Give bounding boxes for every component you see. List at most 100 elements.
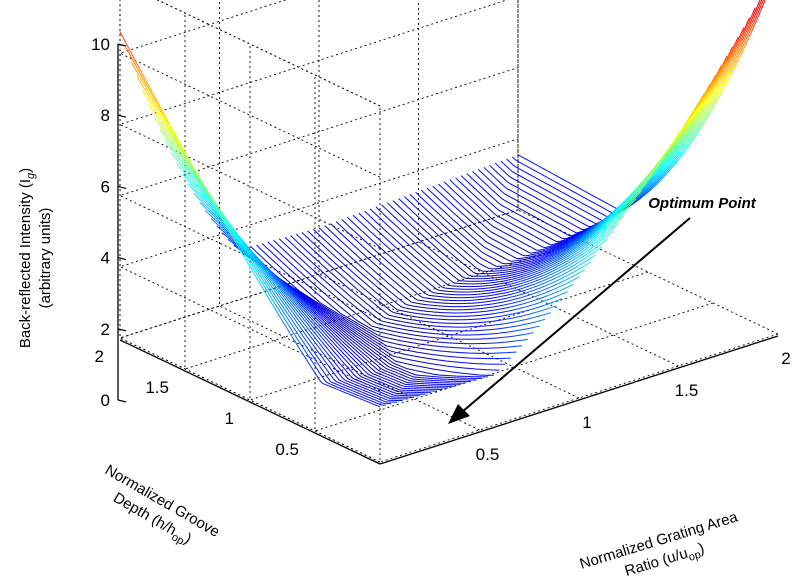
surface-segment <box>379 295 384 299</box>
surface-segment <box>338 246 343 250</box>
surface-segment <box>531 263 535 265</box>
surface-segment <box>570 236 575 239</box>
surface-segment <box>512 305 516 307</box>
surface-segment <box>592 239 596 243</box>
surface-segment <box>559 248 564 251</box>
surface-segment <box>412 369 416 372</box>
surface-segment <box>382 284 386 288</box>
surface-segment <box>509 299 513 302</box>
surface-segment <box>343 322 347 326</box>
surface-segment <box>541 200 545 203</box>
surface-segment <box>339 299 344 303</box>
surface-segment <box>310 294 315 298</box>
surface-segment <box>380 339 384 342</box>
surface-segment <box>708 110 713 116</box>
surface-segment <box>395 356 399 358</box>
surface-segment <box>287 253 292 257</box>
surface-segment <box>717 72 722 79</box>
surface-segment <box>281 248 286 252</box>
surface-segment <box>615 212 619 216</box>
surface-segment <box>554 251 558 254</box>
surface-segment <box>571 239 575 243</box>
surface-segment <box>656 180 660 185</box>
surface-segment <box>261 250 266 254</box>
surface-segment <box>555 279 559 282</box>
surface-segment <box>737 33 742 41</box>
surface-segment <box>543 278 548 281</box>
surface-segment <box>697 108 702 115</box>
surface-segment <box>754 8 759 16</box>
surface-segment <box>577 238 581 242</box>
surface-segment <box>376 286 381 290</box>
surface-segment <box>597 224 602 228</box>
surface-segment <box>343 326 347 330</box>
surface-segment <box>575 256 579 260</box>
surface-segment <box>346 326 350 330</box>
surface-segment <box>553 248 558 251</box>
surface-segment <box>449 187 454 191</box>
surface-segment <box>556 247 561 251</box>
surface-segment <box>305 301 310 305</box>
surface-segment <box>284 243 289 248</box>
surface-segment <box>552 269 556 272</box>
surface-segment <box>467 274 472 277</box>
surface-segment <box>532 283 536 286</box>
surface-segment <box>584 190 588 194</box>
surface-segment <box>394 316 398 318</box>
surface-segment <box>565 241 569 244</box>
surface-segment <box>389 205 394 209</box>
surface-segment <box>396 269 400 273</box>
surface-segment <box>383 363 388 367</box>
surface-segment <box>404 240 409 244</box>
surface-segment <box>549 171 553 175</box>
surface-segment <box>570 237 575 241</box>
surface-segment <box>563 250 567 253</box>
surface-segment <box>558 274 562 278</box>
surface-segment <box>529 296 533 299</box>
surface-segment <box>302 295 307 299</box>
surface-segment <box>697 104 702 110</box>
surface-segment <box>611 211 616 215</box>
surface-segment <box>276 256 280 261</box>
surface-segment <box>546 263 550 267</box>
surface-segment <box>560 262 565 265</box>
surface-segment <box>588 232 593 235</box>
surface-segment <box>691 114 696 120</box>
surface-segment <box>523 295 528 298</box>
surface-segment <box>305 296 309 300</box>
surface-segment <box>717 74 722 81</box>
surface-segment <box>352 337 356 341</box>
surface-segment <box>506 201 511 204</box>
surface-segment <box>412 233 417 238</box>
surface-segment <box>350 290 355 294</box>
surface-segment <box>444 261 449 266</box>
surface-segment <box>555 286 560 289</box>
surface-segment <box>588 230 593 234</box>
surface-segment <box>569 272 574 275</box>
surface-segment <box>403 196 408 200</box>
surface-segment <box>554 249 558 252</box>
surface-segment <box>444 254 449 259</box>
surface-segment <box>430 368 434 370</box>
surface-segment <box>336 284 341 288</box>
surface-segment <box>556 246 561 250</box>
surface-segment <box>308 302 313 306</box>
surface-segment <box>577 242 582 246</box>
surface-segment <box>660 159 664 165</box>
surface-segment <box>589 246 594 250</box>
surface-segment <box>538 218 543 222</box>
surface-segment <box>535 311 540 313</box>
surface-segment <box>363 338 367 342</box>
surface-segment <box>517 294 522 296</box>
surface-segment <box>535 183 539 187</box>
surface-segment <box>555 214 560 218</box>
surface-segment <box>514 281 518 284</box>
surface-segment <box>697 106 702 112</box>
surface-segment <box>578 249 582 253</box>
surface-segment <box>620 203 625 207</box>
surface-segment <box>366 332 370 336</box>
surface-segment <box>674 141 679 146</box>
surface-segment <box>316 273 320 277</box>
surface-segment <box>567 194 571 198</box>
surface-segment <box>547 245 552 248</box>
